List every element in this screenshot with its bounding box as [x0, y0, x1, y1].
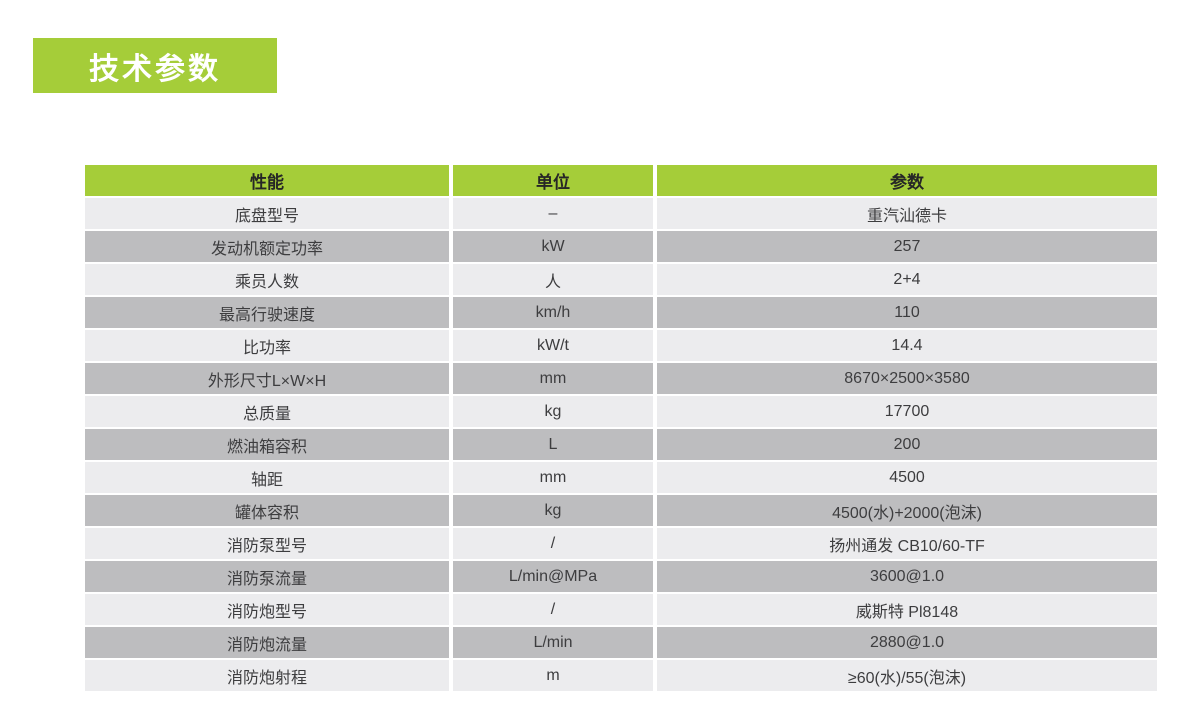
spec-name-cell: 罐体容积 — [85, 495, 449, 526]
spec-name-cell: 比功率 — [85, 330, 449, 361]
table-row: 消防泵流量 L/min@MPa 3600@1.0 — [85, 561, 1157, 592]
spec-name-cell: 燃油箱容积 — [85, 429, 449, 460]
spec-value-cell: 扬州通发 CB10/60-TF — [657, 528, 1157, 559]
spec-name-cell: 消防泵流量 — [85, 561, 449, 592]
spec-value-cell: 4500(水)+2000(泡沫) — [657, 495, 1157, 526]
spec-value-cell: 2880@1.0 — [657, 627, 1157, 658]
table-row: 最高行驶速度 km/h 110 — [85, 297, 1157, 328]
spec-value-cell: 重汽汕德卡 — [657, 198, 1157, 229]
table-row: 底盘型号 – 重汽汕德卡 — [85, 198, 1157, 229]
spec-value-cell: 200 — [657, 429, 1157, 460]
spec-value-cell: 3600@1.0 — [657, 561, 1157, 592]
spec-value-cell: 8670×2500×3580 — [657, 363, 1157, 394]
technical-parameters-table: 性能 单位 参数 底盘型号 – 重汽汕德卡 发动机额定功率 kW 257 乘员人… — [85, 165, 1157, 693]
column-header-unit: 单位 — [453, 165, 653, 196]
table-row: 乘员人数 人 2+4 — [85, 264, 1157, 295]
table-row: 比功率 kW/t 14.4 — [85, 330, 1157, 361]
spec-name-cell: 底盘型号 — [85, 198, 449, 229]
spec-unit-cell: / — [453, 594, 653, 625]
spec-unit-cell: m — [453, 660, 653, 691]
spec-unit-cell: 人 — [453, 264, 653, 295]
spec-name-cell: 发动机额定功率 — [85, 231, 449, 262]
spec-unit-cell: mm — [453, 462, 653, 493]
spec-unit-cell: L/min — [453, 627, 653, 658]
table-body: 底盘型号 – 重汽汕德卡 发动机额定功率 kW 257 乘员人数 人 2+4 最… — [85, 198, 1157, 691]
spec-unit-cell: – — [453, 198, 653, 229]
column-header-performance: 性能 — [85, 165, 449, 196]
spec-value-cell: 110 — [657, 297, 1157, 328]
spec-name-cell: 外形尺寸L×W×H — [85, 363, 449, 394]
spec-name-cell: 乘员人数 — [85, 264, 449, 295]
section-title-banner: 技术参数 — [33, 38, 277, 93]
spec-value-cell: 17700 — [657, 396, 1157, 427]
table-row: 总质量 kg 17700 — [85, 396, 1157, 427]
spec-unit-cell: kg — [453, 396, 653, 427]
spec-value-cell: ≥60(水)/55(泡沫) — [657, 660, 1157, 691]
table-row: 外形尺寸L×W×H mm 8670×2500×3580 — [85, 363, 1157, 394]
spec-unit-cell: L/min@MPa — [453, 561, 653, 592]
spec-name-cell: 消防炮流量 — [85, 627, 449, 658]
spec-name-cell: 轴距 — [85, 462, 449, 493]
table-row: 消防炮射程 m ≥60(水)/55(泡沫) — [85, 660, 1157, 691]
spec-name-cell: 总质量 — [85, 396, 449, 427]
spec-value-cell: 14.4 — [657, 330, 1157, 361]
spec-name-cell: 消防泵型号 — [85, 528, 449, 559]
table-row: 消防泵型号 / 扬州通发 CB10/60-TF — [85, 528, 1157, 559]
spec-unit-cell: kg — [453, 495, 653, 526]
spec-unit-cell: kW/t — [453, 330, 653, 361]
spec-value-cell: 2+4 — [657, 264, 1157, 295]
spec-unit-cell: mm — [453, 363, 653, 394]
spec-value-cell: 威斯特 Pl8148 — [657, 594, 1157, 625]
page-title: 技术参数 — [89, 52, 221, 86]
table-row: 罐体容积 kg 4500(水)+2000(泡沫) — [85, 495, 1157, 526]
spec-value-cell: 257 — [657, 231, 1157, 262]
table-row: 消防炮型号 / 威斯特 Pl8148 — [85, 594, 1157, 625]
spec-name-cell: 消防炮射程 — [85, 660, 449, 691]
spec-name-cell: 最高行驶速度 — [85, 297, 449, 328]
table-header-row: 性能 单位 参数 — [85, 165, 1157, 196]
table-row: 消防炮流量 L/min 2880@1.0 — [85, 627, 1157, 658]
spec-name-cell: 消防炮型号 — [85, 594, 449, 625]
table-row: 燃油箱容积 L 200 — [85, 429, 1157, 460]
spec-unit-cell: km/h — [453, 297, 653, 328]
spec-unit-cell: / — [453, 528, 653, 559]
table-row: 轴距 mm 4500 — [85, 462, 1157, 493]
spec-unit-cell: kW — [453, 231, 653, 262]
spec-value-cell: 4500 — [657, 462, 1157, 493]
table-row: 发动机额定功率 kW 257 — [85, 231, 1157, 262]
spec-unit-cell: L — [453, 429, 653, 460]
column-header-parameter: 参数 — [657, 165, 1157, 196]
